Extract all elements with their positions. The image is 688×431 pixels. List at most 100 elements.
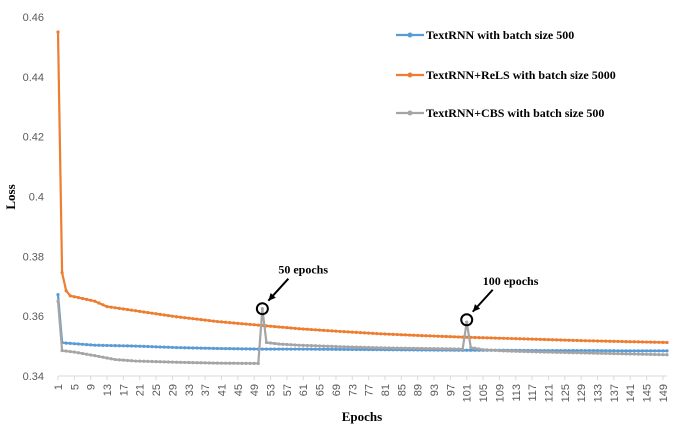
x-tick-label: 105 — [478, 384, 490, 402]
data-point — [117, 358, 121, 362]
data-point — [105, 304, 109, 309]
data-point — [72, 342, 76, 346]
x-axis-ticks: 1 5 9 13 17 21 25 29 33 37 41 45 49 53 57 61 65 69 73 77 81 8… — [53, 376, 670, 402]
data-point — [232, 347, 236, 351]
x-tick-label: 37 — [200, 384, 212, 396]
data-point — [653, 349, 657, 353]
data-point — [142, 344, 146, 348]
legend-label: TextRNN+ReLS with batch size 5000 — [426, 68, 616, 82]
data-point — [489, 348, 493, 352]
annotations-group: 50 epochs 100 epochs — [255, 263, 539, 327]
data-point — [661, 340, 665, 344]
data-point — [256, 323, 260, 327]
data-point — [387, 346, 391, 350]
data-point — [600, 339, 604, 343]
data-point — [228, 321, 232, 325]
data-point — [134, 344, 138, 348]
data-point — [452, 335, 457, 339]
data-point — [268, 324, 273, 328]
x-tick-label: 17 — [118, 384, 130, 396]
data-point — [571, 351, 575, 355]
data-point — [550, 338, 555, 342]
data-point — [546, 338, 551, 342]
data-point — [322, 328, 326, 332]
data-point — [649, 340, 653, 344]
data-point — [109, 357, 113, 361]
data-point — [330, 344, 334, 348]
x-tick-label: 49 — [249, 384, 261, 396]
annotation-label: 100 epochs — [483, 274, 539, 288]
data-point — [260, 307, 264, 311]
data-point — [117, 344, 121, 348]
y-tick-label: 0.44 — [23, 72, 44, 84]
data-point — [293, 326, 297, 330]
data-point — [301, 347, 305, 351]
data-point — [653, 352, 657, 357]
data-point — [636, 340, 640, 344]
data-point — [375, 331, 379, 336]
data-point — [170, 360, 175, 364]
x-tick-label: 5 — [69, 384, 81, 390]
data-point — [542, 350, 546, 354]
legend-label: TextRNN with batch size 500 — [426, 28, 574, 42]
data-point — [350, 345, 354, 349]
data-point — [317, 347, 322, 351]
data-point — [199, 346, 203, 350]
series-2 — [56, 30, 669, 345]
data-point — [567, 351, 571, 355]
data-point — [358, 331, 363, 335]
data-point — [64, 349, 68, 353]
data-point — [493, 348, 497, 352]
y-tick-label: 0.4 — [29, 192, 44, 204]
data-point — [346, 345, 350, 349]
data-point — [407, 333, 412, 337]
data-point — [465, 348, 469, 352]
data-point — [628, 340, 632, 344]
data-point — [150, 311, 154, 315]
data-point — [248, 347, 252, 351]
data-point — [309, 344, 314, 348]
data-point — [640, 352, 645, 356]
data-point — [350, 347, 354, 352]
data-point — [56, 299, 60, 303]
data-point — [428, 347, 432, 351]
data-point — [452, 347, 457, 351]
data-point — [68, 341, 72, 345]
data-point — [232, 361, 236, 365]
data-point — [162, 360, 166, 364]
data-point — [640, 349, 645, 353]
data-point — [371, 331, 375, 335]
data-point — [485, 348, 489, 352]
data-point — [313, 328, 318, 332]
data-point — [379, 332, 383, 336]
data-point — [567, 338, 571, 342]
data-point — [330, 329, 334, 333]
data-point — [665, 353, 669, 357]
data-point — [76, 342, 81, 346]
series-group — [56, 30, 669, 366]
data-point — [268, 341, 273, 345]
x-tick-label: 25 — [151, 384, 163, 396]
data-point — [432, 334, 436, 338]
data-point — [85, 297, 89, 302]
y-axis-title: Loss — [3, 184, 18, 209]
data-point — [174, 360, 179, 364]
series-line — [56, 294, 667, 352]
data-point — [391, 332, 395, 336]
data-point — [236, 321, 240, 325]
data-point — [146, 310, 150, 315]
x-tick-label: 69 — [331, 384, 343, 396]
data-point — [465, 335, 469, 339]
data-point — [64, 341, 68, 345]
data-point — [407, 346, 412, 350]
data-point — [264, 340, 269, 345]
data-point — [89, 353, 93, 357]
data-point — [571, 338, 575, 342]
data-point — [285, 326, 289, 330]
data-point — [305, 343, 309, 348]
data-point — [399, 346, 403, 350]
data-point — [371, 346, 375, 350]
data-point — [587, 349, 591, 353]
data-point — [546, 350, 551, 354]
